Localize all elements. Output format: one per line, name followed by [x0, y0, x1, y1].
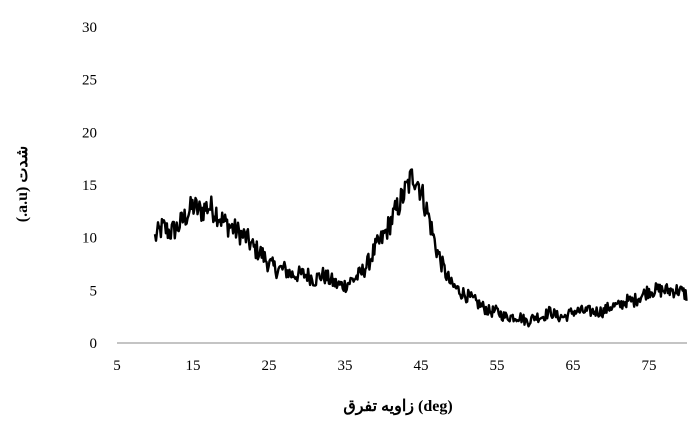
x-tick-label: 5 — [113, 358, 121, 374]
x-tick-label: 35 — [338, 358, 353, 374]
y-tick-label: 5 — [90, 283, 98, 299]
y-tick-label: 25 — [82, 73, 97, 89]
series-line — [153, 168, 688, 328]
y-tick-label: 15 — [82, 178, 97, 194]
x-tick-label: 25 — [262, 358, 277, 374]
y-tick-label: 10 — [82, 231, 97, 247]
y-tick-label: 30 — [82, 20, 97, 36]
y-tick-label: 0 — [90, 336, 98, 352]
x-tick-label: 55 — [490, 358, 505, 374]
x-tick-label: 45 — [414, 358, 429, 374]
x-tick-label: 75 — [642, 358, 657, 374]
series-layer — [153, 168, 688, 328]
y-axis-title: شدت (a.u.) — [14, 146, 31, 222]
x-axis: 5 15 25 35 45 55 65 75 — [113, 342, 687, 374]
x-tick-label: 15 — [186, 358, 201, 374]
y-tick-label: 20 — [82, 125, 97, 141]
x-tick-label: 65 — [566, 358, 581, 374]
y-axis-ticks: 0 5 10 15 20 25 30 — [82, 20, 97, 352]
x-axis-title: (deg) زاویه تفرق — [343, 398, 452, 416]
